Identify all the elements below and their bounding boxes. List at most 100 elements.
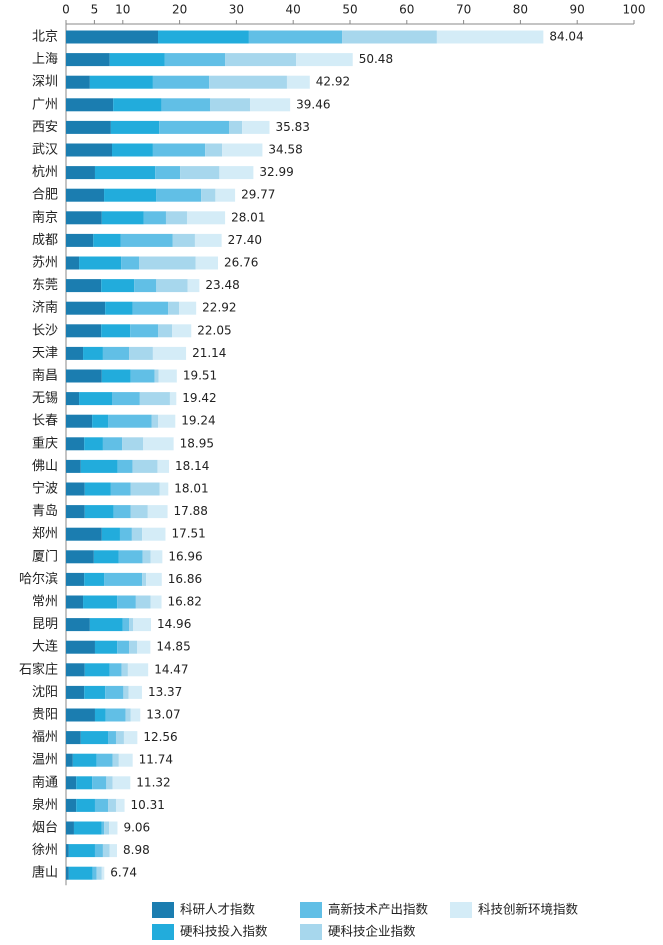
x-tick-label: 90 — [570, 3, 585, 17]
total-label: 17.88 — [174, 504, 208, 518]
bar-segment — [122, 618, 130, 632]
bar-segment — [66, 256, 80, 270]
bar-segment — [102, 437, 123, 451]
bar-segment — [66, 301, 106, 315]
bar-segment — [222, 143, 263, 157]
total-label: 26.76 — [224, 256, 258, 270]
y-tick-label: 厦门 — [32, 549, 58, 564]
bar-segment — [102, 844, 110, 858]
bar-segment — [225, 53, 297, 67]
bar-segment — [157, 459, 170, 473]
total-label: 39.46 — [296, 97, 330, 111]
bar-segment — [159, 120, 230, 134]
y-tick-label: 泉州 — [32, 797, 58, 813]
y-tick-label: 苏州 — [32, 255, 58, 271]
bar-segment — [101, 527, 120, 541]
bar-segment — [93, 550, 119, 564]
bar-segment — [66, 708, 95, 722]
bar-segment — [122, 437, 144, 451]
bar-segment — [89, 75, 153, 89]
bar-segment — [94, 166, 156, 180]
bar-segment — [66, 640, 95, 654]
bar-segment — [121, 256, 140, 270]
bar-segment — [156, 279, 188, 293]
bar-segment — [179, 301, 197, 315]
total-label: 19.42 — [182, 391, 216, 405]
y-tick-label: 长沙 — [32, 323, 58, 338]
bar-segment — [143, 211, 166, 225]
bar-segment — [194, 233, 222, 247]
bar-segment — [66, 866, 69, 880]
total-label: 13.37 — [148, 685, 182, 699]
bar-segment — [119, 527, 132, 541]
bar-segment — [142, 572, 147, 586]
bar-segment — [158, 369, 177, 383]
bar-segment — [66, 233, 94, 247]
bar-segment — [169, 392, 177, 406]
total-label: 14.47 — [154, 662, 188, 676]
bar-segment — [105, 708, 126, 722]
total-label: 18.95 — [180, 436, 214, 450]
y-tick-label: 南京 — [32, 209, 58, 225]
bar-segment — [150, 595, 162, 609]
legend-label: 高新技术产出指数 — [328, 902, 429, 917]
legend-label: 硬科技企业指数 — [328, 924, 416, 939]
bar-segment — [101, 369, 131, 383]
bar-segment — [79, 256, 122, 270]
bar-segment — [66, 188, 105, 202]
bar-segment — [94, 798, 109, 812]
bar-segment — [150, 550, 163, 564]
bar-segment — [158, 414, 176, 428]
y-tick-label: 济南 — [32, 300, 58, 316]
bar-segment — [106, 776, 113, 790]
bar-segment — [219, 166, 254, 180]
bar-segment — [112, 143, 153, 157]
bar-segment — [66, 798, 77, 812]
bar-segment — [105, 301, 133, 315]
bar-segment — [186, 211, 226, 225]
bar-segment — [159, 482, 169, 496]
total-label: 35.83 — [276, 120, 310, 134]
bar-segment — [66, 459, 81, 473]
total-label: 19.24 — [181, 414, 215, 428]
bar-segment — [104, 821, 110, 835]
bar-segment — [109, 663, 122, 677]
y-tick-label: 大连 — [32, 639, 58, 655]
y-tick-label: 福州 — [32, 730, 58, 745]
bar-segment — [143, 437, 174, 451]
bar-segment — [66, 98, 114, 112]
total-label: 17.51 — [171, 527, 205, 541]
bar-segment — [135, 595, 151, 609]
bar-segment — [172, 233, 195, 247]
bar-segment — [187, 279, 200, 293]
total-label: 11.32 — [136, 775, 170, 789]
bar-segment — [89, 618, 123, 632]
y-tick-label: 成都 — [32, 233, 58, 248]
bar-segment — [133, 618, 151, 632]
bar-segment — [68, 844, 95, 858]
legend-label: 科技创新环境指数 — [478, 902, 579, 917]
bar-segment — [152, 143, 206, 157]
total-label: 34.58 — [268, 143, 302, 157]
y-tick-label: 天津 — [32, 346, 58, 361]
bar-segment — [248, 30, 343, 44]
bar-segment — [66, 821, 74, 835]
bar-segment — [109, 53, 165, 67]
bar-segment — [128, 685, 142, 699]
y-tick-label: 昆明 — [32, 617, 58, 632]
y-tick-label: 东莞 — [32, 278, 58, 293]
bar-segment — [139, 392, 170, 406]
bar-segment — [108, 798, 116, 812]
bar-segment — [130, 369, 155, 383]
bar-segment — [242, 120, 270, 134]
bar-segment — [137, 640, 151, 654]
bar-segment — [66, 618, 90, 632]
total-label: 11.74 — [139, 753, 173, 767]
total-label: 32.99 — [259, 165, 293, 179]
x-tick-label: 50 — [342, 3, 357, 17]
bar-segment — [84, 685, 106, 699]
bar-segment — [215, 188, 236, 202]
bar-segment — [93, 233, 121, 247]
bar-segment — [156, 188, 202, 202]
legend-swatch — [300, 902, 322, 918]
